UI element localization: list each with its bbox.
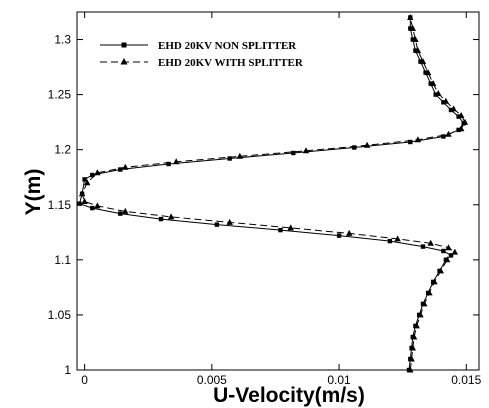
x-tick-label: 0 bbox=[81, 373, 88, 387]
x-tick-label: 0.01 bbox=[327, 373, 351, 387]
data-point-square bbox=[336, 233, 342, 238]
data-point-square bbox=[420, 244, 426, 249]
legend: EHD 20KV NON SPLITTER EHD 20KV WITH SPLI… bbox=[100, 40, 304, 69]
data-point-triangle bbox=[461, 118, 469, 125]
data-point-square bbox=[408, 26, 413, 31]
y-tick-label: 1.1 bbox=[54, 253, 71, 267]
y-axis-title: Y(m) bbox=[22, 169, 45, 216]
data-point-triangle bbox=[430, 80, 437, 87]
data-point-triangle bbox=[424, 69, 432, 76]
data-point-triangle bbox=[302, 147, 310, 154]
data-point-triangle bbox=[445, 130, 452, 137]
data-point-triangle bbox=[167, 213, 175, 220]
legend-marker-with-splitter bbox=[120, 58, 128, 65]
data-point-triangle bbox=[287, 224, 294, 231]
series-line-1 bbox=[81, 17, 466, 371]
y-tick-label: 1.25 bbox=[48, 88, 72, 102]
data-point-triangle bbox=[81, 198, 88, 204]
data-point-square bbox=[118, 167, 123, 172]
data-point-triangle bbox=[236, 152, 243, 159]
legend-marker-non-splitter bbox=[121, 42, 127, 48]
data-point-square bbox=[448, 107, 454, 113]
data-point-triangle bbox=[394, 235, 401, 242]
data-point-square bbox=[158, 216, 164, 222]
data-point-square bbox=[352, 145, 357, 150]
y-tick-label: 1.15 bbox=[48, 198, 72, 212]
data-point-triangle bbox=[426, 289, 433, 296]
data-point-square bbox=[441, 100, 446, 105]
data-point-triangle bbox=[442, 97, 450, 104]
data-point-triangle bbox=[421, 300, 428, 307]
data-point-triangle bbox=[407, 14, 414, 20]
data-point-triangle bbox=[417, 311, 424, 318]
data-point-square bbox=[82, 177, 87, 182]
data-point-triangle bbox=[431, 278, 438, 285]
x-axis-ticks: 0 0.005 0.01 0.015 bbox=[81, 12, 482, 387]
data-point-triangle bbox=[363, 141, 371, 148]
data-point-triangle bbox=[414, 47, 422, 54]
data-point-square bbox=[410, 37, 415, 42]
data-point-square bbox=[428, 81, 433, 86]
data-point-triangle bbox=[173, 158, 180, 165]
data-point-square bbox=[278, 227, 283, 233]
data-point-triangle bbox=[408, 355, 415, 362]
data-point-triangle bbox=[409, 25, 416, 31]
data-point-triangle bbox=[414, 136, 422, 143]
data-point-square bbox=[441, 248, 446, 254]
data-point-triangle bbox=[450, 105, 457, 112]
data-point-square bbox=[90, 172, 95, 178]
data-point-square bbox=[408, 139, 413, 145]
x-tick-label: 0.015 bbox=[451, 373, 481, 387]
data-point-triangle bbox=[413, 322, 420, 329]
data-point-square bbox=[166, 161, 171, 167]
data-point-triangle bbox=[78, 190, 86, 197]
data-point-triangle bbox=[409, 344, 416, 351]
y-axis-ticks: 1 1.05 1.1 1.15 1.2 1.25 1.3 bbox=[48, 33, 479, 377]
data-point-square bbox=[291, 150, 296, 156]
data-point-triangle bbox=[226, 218, 233, 225]
data-point-square bbox=[227, 156, 232, 161]
data-point-triangle bbox=[445, 244, 452, 251]
data-point-square bbox=[441, 134, 446, 139]
y-tick-label: 1.05 bbox=[48, 308, 72, 322]
data-point-square bbox=[387, 238, 393, 244]
y-tick-label: 1.3 bbox=[54, 33, 71, 47]
plot-frame bbox=[76, 11, 480, 371]
data-point-triangle bbox=[122, 163, 129, 170]
x-tick-label: 0.005 bbox=[197, 373, 227, 387]
data-point-square bbox=[214, 222, 220, 227]
data-point-square bbox=[433, 92, 438, 97]
data-point-square bbox=[418, 59, 423, 64]
y-tick-label: 1 bbox=[64, 363, 71, 377]
data-point-triangle bbox=[458, 125, 465, 132]
data-point-square bbox=[456, 114, 461, 119]
data-point-triangle bbox=[419, 58, 427, 65]
data-point-triangle bbox=[437, 267, 444, 274]
data-point-triangle bbox=[435, 90, 442, 96]
legend-label-non-splitter: EHD 20KV NON SPLITTER bbox=[158, 40, 297, 52]
x-axis-title: U-Velocity(m/s) bbox=[213, 384, 365, 407]
data-point-triangle bbox=[122, 207, 129, 214]
data-point-triangle bbox=[410, 333, 418, 340]
data-series-group bbox=[77, 14, 469, 373]
y-tick-label: 1.2 bbox=[54, 143, 71, 157]
data-point-square bbox=[423, 70, 428, 75]
data-point-triangle bbox=[427, 239, 434, 246]
data-point-triangle bbox=[444, 256, 451, 263]
data-point-square bbox=[118, 211, 123, 216]
data-point-triangle bbox=[84, 179, 91, 186]
data-point-triangle bbox=[94, 169, 101, 176]
data-point-square bbox=[413, 48, 418, 53]
data-point-triangle bbox=[412, 36, 419, 42]
data-point-triangle bbox=[458, 112, 465, 118]
legend-label-with-splitter: EHD 20KV WITH SPLITTER bbox=[158, 57, 304, 69]
data-point-square bbox=[90, 205, 95, 211]
data-point-triangle bbox=[451, 248, 458, 255]
data-point-triangle bbox=[407, 366, 414, 373]
data-point-triangle bbox=[346, 229, 353, 236]
data-point-square bbox=[77, 201, 82, 206]
data-point-triangle bbox=[94, 202, 101, 209]
series-line-0 bbox=[78, 17, 465, 371]
